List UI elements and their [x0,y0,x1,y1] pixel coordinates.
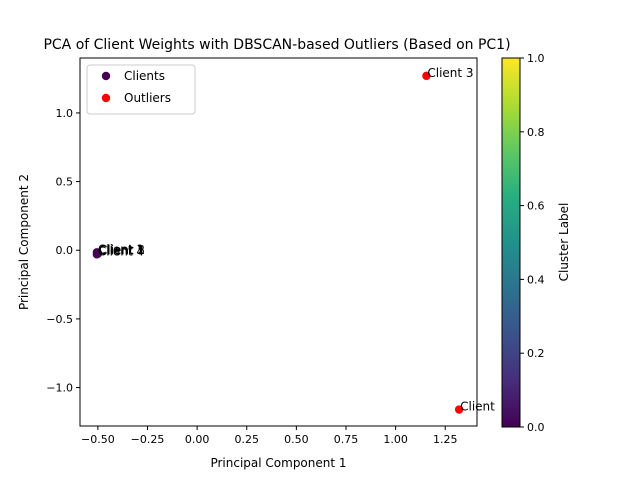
point-label: Client 1 [98,242,144,256]
data-point [422,71,431,81]
x-tick-label: −0.25 [131,433,165,446]
y-axis-ticks: −1.0 −0.5 0.0 0.5 1.0 [46,107,80,395]
y-tick-label: 0.0 [56,244,74,257]
data-point [93,249,103,258]
colorbar: 0.0 0.2 0.4 0.6 0.8 1.0 Cluster Label [501,52,571,434]
y-tick-label: −0.5 [46,313,73,326]
x-tick-label: 1.00 [383,433,408,446]
colorbar-tick-label: 0.8 [527,126,545,139]
plot-area: −0.50 −0.25 0.00 0.25 0.50 0.75 1.00 1.25 −1.0−… [46,57,495,446]
point-label: Client 4 [98,244,144,258]
colorbar-tick-label: 0.6 [527,200,545,213]
x-tick-label: 0.00 [185,433,210,446]
colorbar-ticks: 0.0 0.2 0.4 0.6 0.8 1.0 [520,52,545,434]
y-tick-label: 1.0 [56,107,74,120]
colorbar-tick-label: 1.0 [527,52,545,65]
point-label: Client 3 [427,66,473,80]
plot-frame [79,57,478,427]
legend-label: Outliers [124,91,171,105]
legend: Clients Outliers [86,64,196,115]
x-tick-label: 0.50 [284,433,309,446]
colorbar-tick-label: 0.0 [527,421,545,434]
legend-label: Clients [124,69,165,83]
chart-title: PCA of Client Weights with DBSCAN-based … [43,37,510,53]
legend-marker [101,71,111,81]
x-tick-label: 0.25 [234,433,259,446]
x-tick-label: 0.75 [334,433,359,446]
colorbar-tick-label: 0.4 [527,273,545,286]
colorbar-label: Cluster Label [557,203,571,282]
colorbar-gradient [501,57,521,428]
x-tick-label: 1.25 [433,433,458,446]
legend-marker [101,93,111,103]
point-label: Client [460,400,495,414]
y-tick-label: 0.5 [56,176,74,189]
data-point [454,405,464,414]
y-axis-label: Principal Component 2 [17,174,31,310]
legend-box [86,64,196,115]
x-tick-label: −0.50 [81,433,115,446]
x-axis-label: Principal Component 1 [210,456,346,470]
y-tick-label: −1.0 [46,382,73,395]
point-label: Client 2 [99,243,145,257]
colorbar-tick-label: 0.2 [527,347,545,360]
point-label: Client 5 [99,244,145,258]
x-axis-ticks: −0.50 −0.25 0.00 0.25 0.50 0.75 1.00 1.25 [81,426,457,446]
data-points [92,71,464,414]
